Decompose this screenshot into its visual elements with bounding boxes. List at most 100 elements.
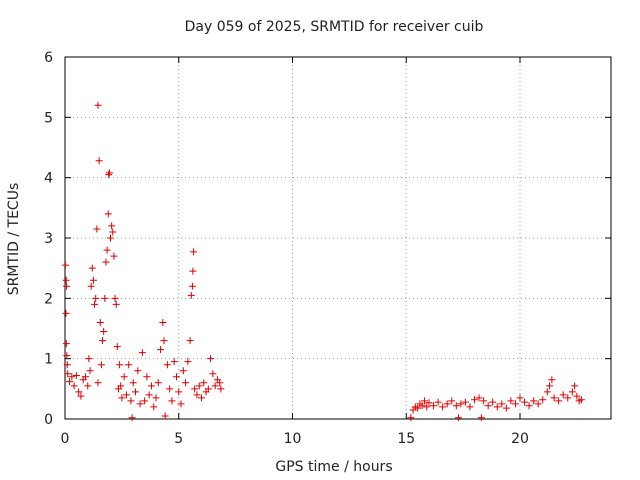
data-point: [530, 397, 538, 405]
data-point: [129, 379, 137, 387]
data-point: [105, 169, 113, 177]
data-point: [159, 318, 167, 326]
data-point: [91, 300, 99, 308]
data-point: [66, 378, 74, 386]
data-point: [555, 397, 563, 405]
y-tick-label: 5: [44, 110, 53, 126]
data-point: [466, 403, 474, 411]
data-point: [182, 379, 190, 387]
x-tick-label: 5: [174, 431, 183, 447]
data-point: [100, 328, 108, 336]
data-point: [103, 246, 111, 254]
data-point: [75, 388, 83, 396]
data-point: [157, 346, 165, 354]
x-tick-label: 20: [511, 431, 529, 447]
data-point: [109, 228, 117, 236]
data-point: [198, 394, 205, 402]
data-point: [104, 210, 112, 218]
data-point: [443, 400, 451, 408]
data-point: [484, 402, 492, 410]
data-point: [99, 337, 107, 345]
data-point: [117, 382, 125, 390]
data-point: [113, 343, 121, 351]
data-point: [160, 337, 168, 345]
data-point: [521, 398, 529, 406]
data-point: [455, 414, 463, 422]
y-tick-label: 4: [44, 171, 53, 187]
data-point: [95, 157, 103, 165]
data-point: [85, 355, 93, 363]
data-point: [193, 391, 201, 399]
data-point: [430, 402, 438, 410]
data-point: [175, 388, 183, 396]
data-point: [118, 394, 126, 402]
data-point: [92, 294, 100, 302]
y-axis-label: SRMTID / TECUs: [6, 183, 22, 296]
data-point: [94, 379, 102, 387]
data-point: [407, 414, 415, 422]
data-point: [62, 340, 70, 348]
data-point: [94, 101, 102, 109]
data-point: [502, 404, 510, 412]
data-point: [216, 379, 224, 387]
data-point: [573, 392, 581, 400]
y-tick-label: 2: [44, 291, 53, 307]
data-point: [87, 282, 95, 290]
data-point: [93, 225, 101, 233]
data-point: [64, 370, 72, 378]
data-point: [498, 400, 506, 408]
data-point: [200, 379, 208, 387]
data-point: [168, 397, 176, 405]
data-point: [105, 171, 113, 179]
data-point: [77, 392, 85, 400]
data-point: [62, 309, 70, 317]
data-point: [190, 248, 198, 256]
data-point: [88, 264, 96, 272]
data-point: [511, 400, 519, 408]
data-point: [128, 414, 136, 422]
data-point: [111, 294, 119, 302]
data-point: [150, 403, 158, 411]
data-point: [70, 382, 78, 390]
data-point: [116, 361, 124, 369]
data-point: [543, 388, 551, 396]
data-point: [177, 400, 185, 408]
data-point: [152, 394, 160, 402]
data-point: [207, 355, 215, 363]
data-point: [61, 261, 69, 269]
y-tick-label: 0: [44, 412, 53, 428]
data-point: [217, 385, 225, 393]
x-axis-label: GPS time / hours: [275, 459, 392, 475]
data-point: [571, 382, 579, 390]
data-point: [434, 398, 442, 406]
data-point: [420, 397, 428, 405]
data-point: [548, 376, 556, 384]
data-point: [204, 385, 212, 393]
data-point: [101, 294, 109, 302]
data-points: [61, 101, 585, 422]
data-point: [166, 385, 174, 393]
data-point: [141, 397, 149, 405]
data-point: [72, 372, 80, 380]
data-point: [191, 385, 199, 393]
data-point: [108, 222, 116, 230]
data-point: [550, 394, 558, 402]
data-point: [138, 349, 146, 357]
data-point: [154, 379, 162, 387]
data-point: [539, 396, 547, 404]
data-point: [63, 352, 71, 360]
data-point: [546, 382, 554, 390]
data-point: [186, 337, 194, 345]
data-point: [125, 361, 133, 369]
data-point: [184, 358, 192, 366]
axes: 0 5 10 15 20 0 1 2 3 4 5 6: [44, 50, 612, 447]
data-point: [577, 396, 585, 404]
data-point: [107, 234, 114, 242]
data-point: [559, 391, 567, 399]
data-point: [147, 382, 155, 390]
data-point: [507, 397, 515, 405]
data-point: [452, 402, 460, 410]
data-point: [112, 300, 120, 308]
data-point: [172, 373, 180, 381]
